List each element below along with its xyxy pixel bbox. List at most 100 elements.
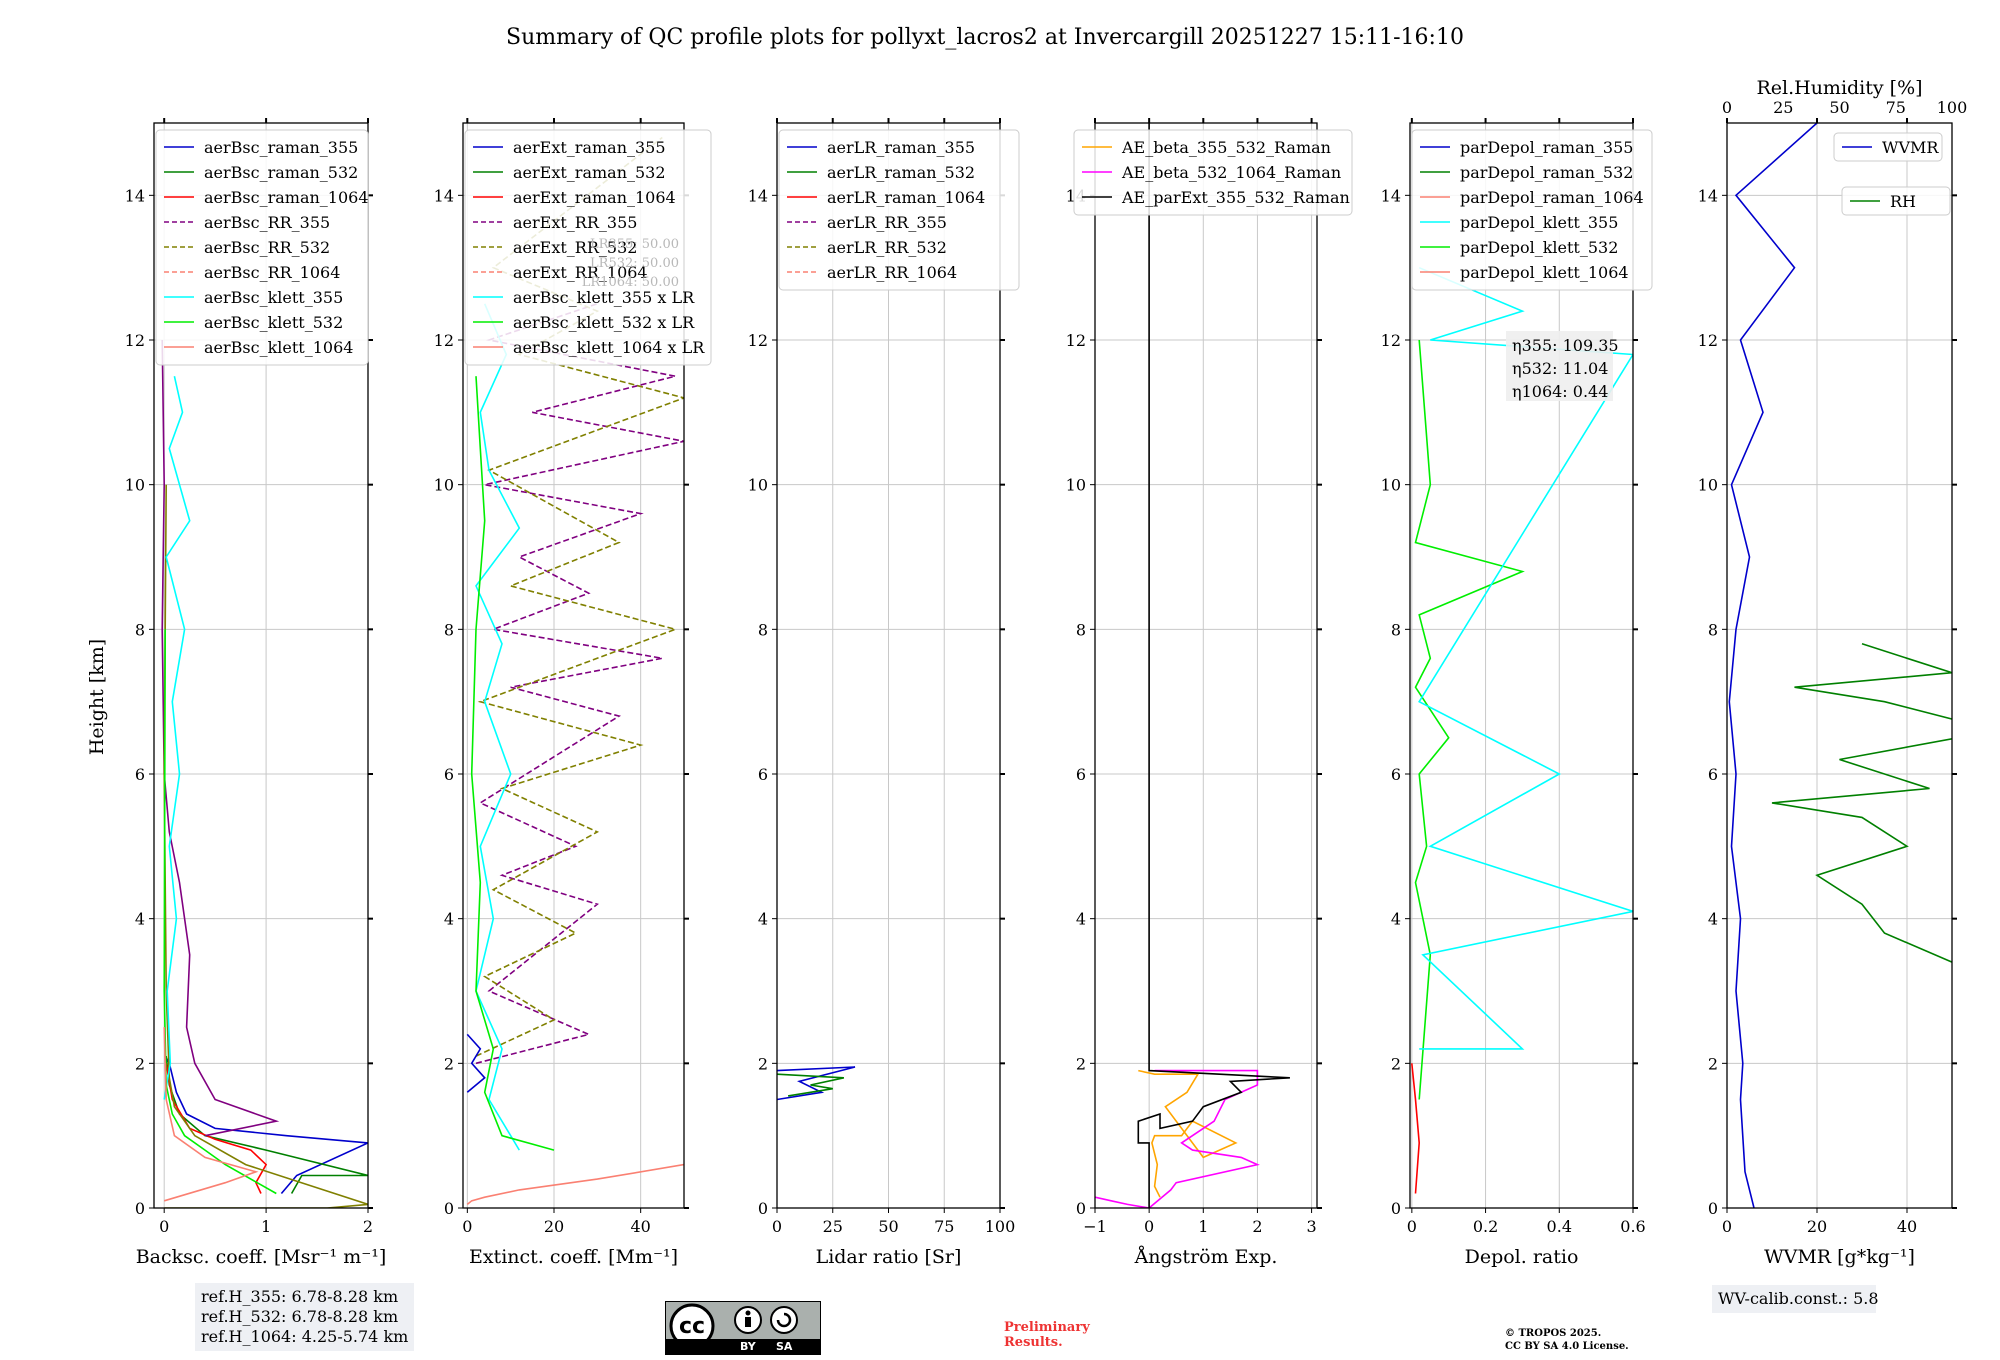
- legend-label: parDepol_klett_355: [1460, 213, 1618, 232]
- y-tick-label: 0: [758, 1199, 768, 1218]
- legend-label: aerExt_raman_1064: [513, 188, 676, 207]
- x2-tick-label: 100: [1937, 98, 1968, 117]
- legend-label: AE_beta_532_1064_Raman: [1121, 163, 1341, 182]
- legend-label: aerBsc_raman_1064: [204, 188, 369, 207]
- lr-annotation: LR532: 50.00: [590, 256, 679, 271]
- y-tick-label: 8: [1391, 620, 1401, 639]
- legend-box: [464, 129, 712, 366]
- x-tick-label: 3: [1306, 1217, 1316, 1236]
- legend-label: aerBsc_RR_1064: [204, 263, 340, 282]
- x-tick-label: 0: [1722, 1217, 1732, 1236]
- legend-label: aerBsc_klett_355: [204, 288, 343, 307]
- y-tick-label: 6: [758, 765, 768, 784]
- x-tick-label: 40: [1897, 1217, 1917, 1236]
- cc-sa-label: SA: [776, 1340, 793, 1353]
- y-tick-label: 2: [135, 1054, 145, 1073]
- y-tick-label: 12: [748, 331, 768, 350]
- legend-box: [778, 129, 1020, 291]
- legend-label: aerExt_raman_355: [513, 138, 666, 157]
- y-tick-label: 6: [1708, 765, 1718, 784]
- x2-axis-label: Rel.Humidity [%]: [1756, 77, 1922, 99]
- legend-label: WVMR: [1882, 138, 1939, 157]
- preliminary-line-1: Preliminary: [1004, 1320, 1090, 1335]
- y-tick-label: 6: [135, 765, 145, 784]
- legend-label: parDepol_raman_355: [1460, 138, 1633, 157]
- series-aerBsc_raman_1064: [165, 1063, 268, 1194]
- series-AE_beta_532_1064_Raman: [1095, 1069, 1260, 1208]
- legend-label: aerBsc_klett_1064 x LR: [513, 338, 705, 357]
- cc-text: cc: [679, 1314, 706, 1339]
- ref-height-532: ref.H_532: 6.78-8.28 km: [201, 1307, 399, 1326]
- x-tick-label: 0: [1144, 1217, 1154, 1236]
- x-tick-label: 75: [934, 1217, 954, 1236]
- y-tick-label: 10: [1381, 476, 1401, 495]
- y-tick-label: 2: [1076, 1054, 1086, 1073]
- x2-tick-label: 25: [1773, 98, 1793, 117]
- y-tick-label: 2: [1391, 1054, 1401, 1073]
- legend-label: aerExt_raman_532: [513, 163, 666, 182]
- cc-badge-bar: [666, 1339, 820, 1354]
- x-tick-label: 100: [985, 1217, 1016, 1236]
- series-aerBsc_klett_1064 x LR: [466, 1163, 684, 1206]
- series-aerBsc_klett_1064: [163, 1027, 259, 1202]
- legend-label: aerLR_RR_532: [827, 238, 947, 257]
- preliminary-note: Preliminary Results.: [1004, 1320, 1090, 1350]
- legend-box: [1073, 129, 1353, 216]
- series-aerExt_RR_355: [475, 303, 684, 1065]
- series-group: [1095, 123, 1290, 1208]
- panel-water-vapor: 0 2 4 6 8 10 12 14 0 20 40 WVMR [g*kg⁻¹] 0 25 50 75 100 R…: [1698, 77, 1968, 1313]
- eta-value: η532: 11.04: [1512, 359, 1608, 378]
- y-tick-label: 2: [1708, 1054, 1718, 1073]
- y-tick-label: 12: [1698, 331, 1718, 350]
- y-tick-label: 0: [135, 1199, 145, 1218]
- panel-lidar-ratio: 0 2 4 6 8 10 12 14 0 25 50 75 100 Lidar ratio [Sr] aer…: [748, 118, 1020, 1268]
- series-parDepol_raman_1064: [1411, 1063, 1421, 1194]
- lr-annotation: LR355: 50.00: [590, 237, 679, 252]
- series-aerBsc_klett_532: [163, 629, 277, 1195]
- y-tick-label: 4: [758, 910, 768, 929]
- y-tick-label: 8: [758, 620, 768, 639]
- series-aerBsc_klett_532 x LR: [470, 376, 555, 1151]
- plot-frame: [153, 122, 369, 1209]
- y-tick-label: 4: [444, 910, 454, 929]
- legend-label: aerExt_RR_532: [513, 238, 637, 257]
- x-tick-label: 2: [363, 1217, 373, 1236]
- y-tick-label: 12: [1066, 331, 1086, 350]
- legend-label: aerBsc_raman_355: [204, 138, 358, 157]
- legend-label: parDepol_klett_532: [1460, 238, 1618, 257]
- y-tick-label: 14: [434, 186, 454, 205]
- x-axis-label: Depol. ratio: [1465, 1246, 1579, 1268]
- y-tick-label: 12: [125, 331, 145, 350]
- x-axis-label: WVMR [g*kg⁻¹]: [1764, 1246, 1915, 1268]
- y-tick-label: 14: [125, 186, 145, 205]
- plot-frame: [1094, 122, 1318, 1209]
- y-tick-label: 8: [135, 620, 145, 639]
- x-axis-label: Extinct. coeff. [Mm⁻¹]: [469, 1246, 678, 1268]
- y-tick-label: 0: [1708, 1199, 1718, 1218]
- y-tick-label: 2: [758, 1054, 768, 1073]
- y-tick-label: 10: [1698, 476, 1718, 495]
- legend-label: aerExt_RR_355: [513, 213, 637, 232]
- series-aerBsc_raman_532: [165, 1056, 368, 1194]
- x-tick-label: 20: [1807, 1217, 1827, 1236]
- legend-label: aerBsc_klett_355 x LR: [513, 288, 695, 307]
- series-aerBsc_klett_355 x LR: [475, 303, 521, 1151]
- x-tick-label: 50: [878, 1217, 898, 1236]
- x-tick-label: 20: [544, 1217, 564, 1236]
- y-tick-label: 4: [1391, 910, 1401, 929]
- panel-extinction: 0 2 4 6 8 10 12 14 0 20 40 Extinct. coeff. [Mm⁻¹] ae…: [434, 118, 712, 1268]
- y-tick-label: 6: [1076, 765, 1086, 784]
- x-tick-label: 0.2: [1473, 1217, 1498, 1236]
- legend-label: RH: [1890, 192, 1916, 211]
- plot-frame: [462, 122, 685, 1209]
- legend-label: aerBsc_klett_532: [204, 313, 343, 332]
- series-aerExt_RR_532: [475, 136, 684, 1057]
- ref-height-355: ref.H_355: 6.78-8.28 km: [201, 1287, 399, 1306]
- y-axis-label: Height [km]: [86, 639, 108, 755]
- legend-label: parDepol_raman_532: [1460, 163, 1633, 182]
- legend-label: aerBsc_RR_355: [204, 213, 330, 232]
- y-tick-label: 0: [1076, 1199, 1086, 1218]
- x-tick-label: 1: [1198, 1217, 1208, 1236]
- series-aerLR_raman_355: [777, 1066, 856, 1101]
- y-tick-label: 14: [1698, 186, 1718, 205]
